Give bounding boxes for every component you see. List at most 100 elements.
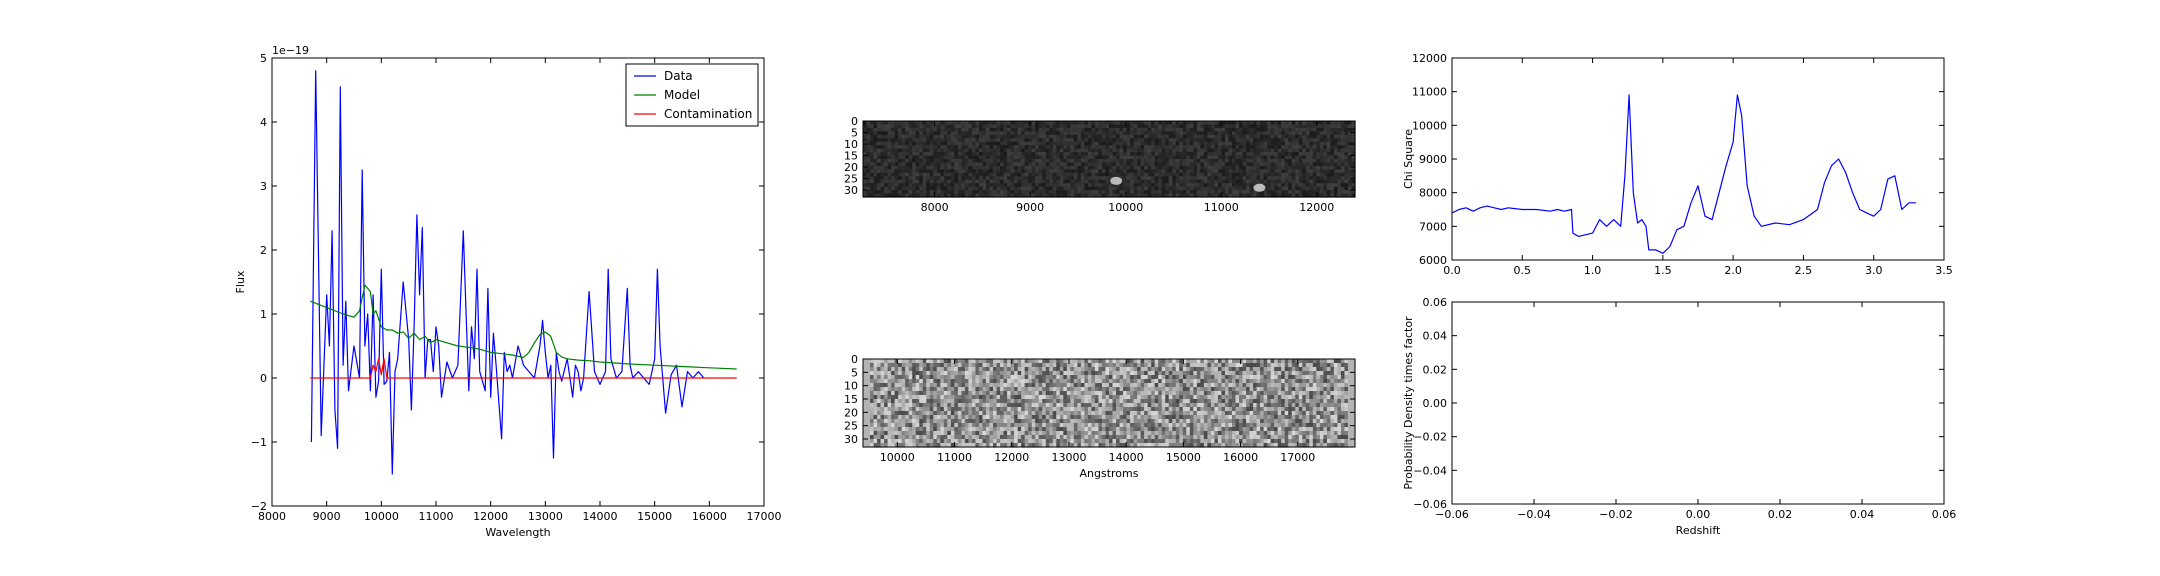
heatmap-cell [1024, 148, 1029, 153]
x-tick-label: 14000 [583, 510, 618, 523]
heatmap-cell [1126, 407, 1131, 412]
heatmap-cell [1182, 127, 1187, 132]
heatmap-cell [1312, 172, 1317, 177]
heatmap-cell [1239, 186, 1244, 191]
heatmap-cell [1052, 399, 1057, 404]
heatmap-cell [1133, 395, 1138, 400]
heatmap-cell [1045, 387, 1050, 392]
heatmap-cell [1235, 193, 1240, 198]
heatmap-cell [1347, 371, 1353, 376]
heatmap-cell [905, 391, 910, 396]
heatmap-cell [996, 367, 1001, 372]
heatmap-cell [1323, 172, 1328, 177]
heatmap-cell [1224, 152, 1230, 157]
heatmap-cell [870, 131, 875, 136]
heatmap-cell [1246, 172, 1251, 177]
heatmap-cell [1246, 399, 1251, 404]
heatmap-cell [926, 363, 931, 368]
heatmap-cell [1221, 148, 1226, 153]
heatmap-cell [1038, 383, 1043, 388]
heatmap-cell [1253, 124, 1258, 129]
heatmap-cell [982, 379, 987, 384]
heatmap-cell [1165, 375, 1170, 380]
heatmap-cell [1210, 165, 1216, 170]
heatmap-cell [884, 375, 889, 380]
heatmap-cell [877, 407, 882, 412]
heatmap-cell [1253, 155, 1258, 160]
heatmap-cell [1109, 387, 1114, 392]
heatmap-cell [1038, 371, 1043, 376]
heatmap-cell [1059, 145, 1064, 150]
heatmap-cell [905, 121, 910, 126]
heatmap-cell [950, 183, 955, 188]
heatmap-cell [1221, 186, 1226, 191]
heatmap-cell [1070, 190, 1075, 195]
heatmap-cell [898, 399, 903, 404]
heatmap-cell [968, 169, 973, 174]
heatmap-cell [982, 131, 987, 136]
heatmap-cell [1049, 165, 1054, 170]
heatmap-cell [1147, 391, 1152, 396]
heatmap-cell [1203, 155, 1208, 160]
heatmap-cell [1017, 383, 1022, 388]
heatmap-cell [887, 179, 892, 184]
heatmap-cell [1270, 395, 1275, 400]
heatmap-cell [1010, 134, 1015, 139]
heatmap-cell [905, 127, 910, 132]
heatmap-cell [1126, 155, 1131, 160]
heatmap-cell [1098, 391, 1103, 396]
heatmap-cell [1038, 395, 1043, 400]
heatmap-cell [1193, 124, 1198, 129]
heatmap-cell [1144, 186, 1149, 191]
heatmap-cell [1035, 395, 1040, 400]
heatmap-cell [891, 379, 896, 384]
heatmap-cell [1168, 183, 1173, 188]
heatmap-cell [1052, 134, 1057, 139]
heatmap-cell [1284, 169, 1289, 174]
heatmap-cell [1031, 169, 1036, 174]
heatmap-cell [986, 395, 991, 400]
heatmap-cell [1277, 371, 1282, 376]
heatmap-cell [891, 190, 896, 195]
heatmap-cell [863, 359, 868, 364]
heatmap-cell [1323, 190, 1328, 195]
heatmap-cell [975, 127, 980, 132]
heatmap-cell [1154, 169, 1159, 174]
heatmap-cell [1087, 379, 1093, 384]
heatmap-cell [964, 127, 970, 132]
heatmap-cell [1221, 176, 1226, 181]
heatmap-cell [1035, 403, 1040, 408]
heatmap-cell [1196, 134, 1201, 139]
heatmap-cell [993, 391, 998, 396]
heatmap-cell [1305, 193, 1310, 198]
heatmap-cell [1186, 190, 1191, 195]
heatmap-cell [1147, 134, 1152, 139]
heatmap-cell [1312, 367, 1317, 372]
heatmap-cell [1172, 407, 1177, 412]
heatmap-cell [1242, 169, 1247, 174]
heatmap-cell [863, 375, 868, 380]
heatmap-cell [1312, 131, 1317, 136]
heatmap-cell [1210, 383, 1216, 388]
heatmap-cell [993, 162, 998, 167]
heatmap-cell [1158, 141, 1163, 146]
heatmap-cell [1049, 193, 1054, 198]
heatmap-cell [1246, 162, 1251, 167]
heatmap-cell [919, 141, 924, 146]
heatmap-cell [1059, 379, 1064, 384]
heatmap-cell [950, 367, 955, 372]
heatmap-cell [1052, 395, 1057, 400]
heatmap-cell [915, 186, 920, 191]
heatmap-cell [1094, 134, 1100, 139]
heatmap-cell [1042, 183, 1047, 188]
heatmap-cell [1305, 138, 1310, 143]
heatmap-cell [1087, 172, 1093, 177]
heatmap-cell [1056, 131, 1061, 136]
heatmap-cell [1077, 127, 1082, 132]
heatmap-cell [993, 363, 998, 368]
heatmap-cell [870, 162, 875, 167]
heatmap-cell [1267, 169, 1272, 174]
heatmap-cell [1038, 141, 1043, 146]
heatmap-cell [1133, 379, 1138, 384]
heatmap-cell [1302, 155, 1307, 160]
